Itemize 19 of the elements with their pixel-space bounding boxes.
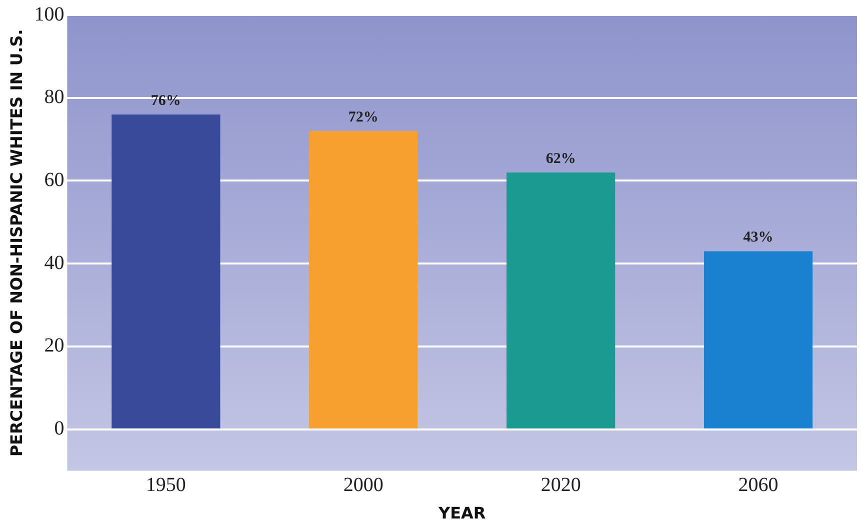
bar (506, 172, 616, 428)
x-tick-label: 2000 (343, 474, 384, 496)
data-label: 72% (348, 109, 378, 126)
data-label: 43% (743, 230, 774, 246)
y-tick-label: 0 (54, 418, 64, 440)
y-tick-label: 80 (44, 86, 64, 108)
x-tick-label: 1950 (146, 474, 186, 496)
y-tick-label: 100 (34, 3, 64, 26)
y-axis-title: PERCENTAGE OF NON-HISPANIC WHITES IN U.S. (6, 29, 26, 457)
y-tick-label: 40 (44, 252, 64, 274)
y-tick-label: 20 (44, 334, 64, 357)
bar (309, 131, 418, 428)
bar (112, 114, 220, 428)
x-axis-title: YEAR (437, 504, 486, 523)
y-tick-label: 60 (44, 168, 64, 191)
x-tick-label: 2020 (540, 474, 581, 496)
data-label: 62% (546, 150, 576, 167)
bar (704, 251, 813, 428)
x-tick-label: 2060 (738, 474, 778, 496)
